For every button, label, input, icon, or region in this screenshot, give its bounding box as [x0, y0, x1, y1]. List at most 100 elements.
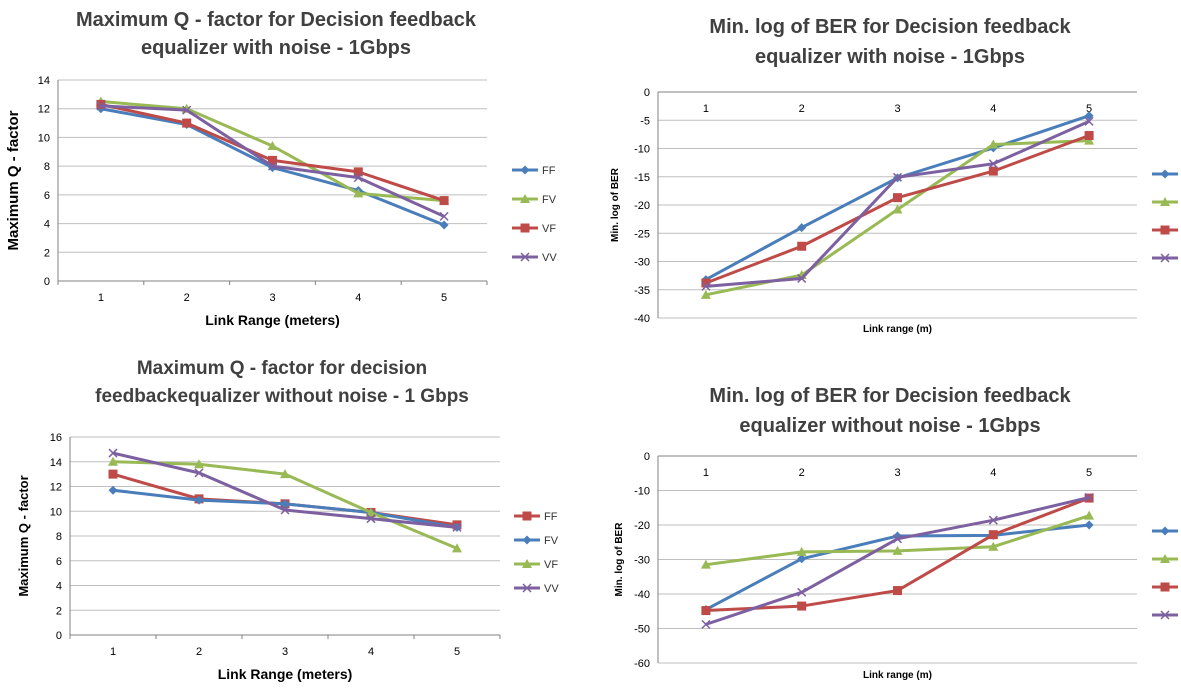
y-axis-title: Min. log of BER	[610, 167, 621, 242]
data-point	[701, 619, 711, 629]
data-point	[1084, 135, 1095, 145]
chart-title-line: equalizer without noise - 1Gbps	[739, 415, 1041, 437]
y-tick-label: -35	[634, 285, 650, 297]
y-tick-label: -15	[634, 172, 650, 184]
y-tick-label: 10	[50, 506, 62, 518]
y-tick-label: 0	[44, 276, 50, 288]
data-point	[700, 559, 711, 569]
y-tick-label: 6	[56, 556, 62, 568]
legend-entry: VV	[514, 583, 559, 595]
chart-svg: -40 -35 -30 -25 -20 -15 -10 -5 0 1 2 3 4 5 Min. log of…	[610, 87, 1178, 335]
data-point	[796, 546, 807, 556]
chart-title-line: Min. log of BER for Decision feedback	[709, 16, 1071, 38]
y-tick-label: 0	[644, 451, 650, 463]
legend-marker	[1160, 197, 1170, 206]
x-tick-label: 1	[703, 103, 709, 115]
y-tick-label: 12	[50, 482, 62, 494]
series-fv	[700, 135, 1095, 299]
legend-label: VF	[542, 223, 556, 235]
data-point	[1084, 131, 1094, 141]
data-point	[353, 173, 363, 183]
chart-title-line: Maximum Q - factor for decision	[136, 358, 428, 379]
x-tick-label: 3	[269, 292, 275, 304]
data-point	[108, 485, 118, 495]
x-tick-label: 4	[990, 467, 996, 479]
chart-title: Min. log of BER for Decision feedback equ…	[620, 381, 1160, 441]
x-tick-label: 3	[282, 646, 288, 658]
y-tick-label: -25	[634, 228, 650, 240]
data-point	[280, 499, 290, 509]
data-point	[1084, 492, 1094, 502]
y-tick-label: -20	[634, 200, 650, 212]
data-point	[797, 223, 807, 233]
series-vv	[701, 492, 1094, 629]
chart-q-factor-with-noise: Maximum Q - factor for Decision feedback…	[0, 0, 590, 335]
x-tick-label: 3	[894, 103, 900, 115]
data-point	[701, 281, 711, 291]
data-point	[701, 606, 711, 616]
data-point	[96, 99, 106, 109]
legend-label: FF	[544, 511, 558, 523]
legend-entry: VF	[1152, 225, 1178, 235]
y-tick-label: -10	[634, 144, 650, 156]
y-tick-label: -20	[634, 520, 650, 532]
data-point	[701, 278, 711, 288]
series-fv	[700, 510, 1095, 569]
y-axis-title: Maximum Q - factor	[16, 475, 31, 596]
legend-entry: FV	[512, 194, 557, 206]
data-point	[280, 469, 290, 479]
y-tick-label: 0	[56, 630, 62, 642]
data-point	[452, 522, 462, 532]
y-tick-label: 16	[50, 432, 62, 444]
data-point	[988, 541, 999, 551]
data-point	[108, 456, 118, 466]
data-point	[182, 118, 192, 128]
series-vv	[108, 448, 462, 532]
data-point	[892, 534, 903, 544]
y-axis-title: Maximum Q - factor	[5, 110, 22, 250]
data-point	[353, 167, 363, 177]
chart-title-line: equalizer with noise - 1Gbps	[140, 37, 412, 59]
y-tick-label: 4	[44, 219, 50, 231]
data-point	[194, 495, 204, 505]
series-vf	[701, 131, 1094, 288]
y-tick-label: -40	[634, 313, 650, 325]
legend-marker	[522, 559, 532, 568]
y-tick-label: -10	[634, 486, 650, 498]
data-point	[439, 211, 449, 221]
chart-title: Maximum Q - factor for Decision feedback…	[6, 6, 546, 62]
chart-title-line: Min. log of BER for Decision feedback	[709, 385, 1071, 407]
y-axis-title: Min. log of BER	[614, 522, 625, 597]
x-tick-label: 2	[196, 646, 202, 658]
legend-label: FV	[542, 194, 557, 206]
data-point	[988, 166, 998, 176]
legend-marker	[1160, 225, 1170, 235]
legend-label: VV	[544, 583, 559, 595]
data-point	[267, 141, 278, 151]
data-point	[892, 204, 903, 214]
x-tick-label: 5	[441, 292, 447, 304]
data-point	[439, 220, 449, 230]
legend-marker	[520, 252, 530, 262]
chart-title-line: equalizer with noise - 1Gbps	[754, 46, 1026, 68]
series-vf	[108, 456, 462, 553]
x-tick-label: 5	[1086, 467, 1092, 479]
data-point	[267, 161, 278, 171]
data-point	[797, 601, 807, 611]
legend-entry: FF	[1152, 169, 1178, 179]
legend-entry: VV	[1152, 610, 1178, 620]
y-tick-label: -40	[634, 589, 650, 601]
legend-entry: VV	[512, 252, 557, 264]
x-tick-label: 4	[355, 292, 361, 304]
data-point	[988, 139, 999, 149]
legend-marker	[1160, 610, 1170, 620]
x-tick-label: 2	[799, 103, 805, 115]
y-tick-label: 0	[644, 87, 650, 99]
x-tick-label: 4	[990, 103, 996, 115]
data-point	[988, 159, 998, 169]
y-tick-label: 4	[56, 581, 62, 593]
y-tick-label: -30	[634, 555, 650, 567]
chart-title: Maximum Q - factor for decision feedbacke…	[12, 355, 552, 411]
data-point	[96, 101, 106, 111]
